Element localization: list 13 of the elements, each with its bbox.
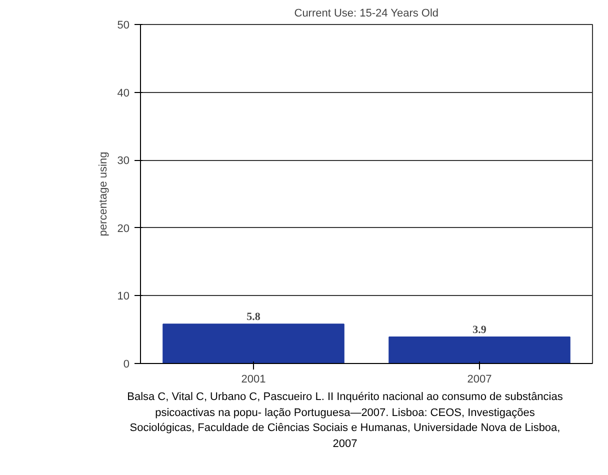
data-label: 5.8 (246, 311, 261, 324)
data-label: 3.9 (472, 324, 487, 336)
x-tick-label: 2001 (241, 374, 266, 386)
y-tick-label: 0 (123, 358, 130, 370)
y-tick-label: 40 (117, 87, 130, 100)
text: Balsa C, Vital C, Urbano C, Pascueiro L. II Inquérito nacional ao consumo de substâncias psicoactivas na popu- lação Portuguesa—2007. Lisboa: CEOS, Investigações Sociológicas, Faculdade de Ciências Sociais e Humanas, Universidade Nova de Lisboa, 2007 (126, 390, 564, 452)
chart-title: Current Use: 15-24 Years Old (294, 8, 439, 20)
y-tick-label: 30 (117, 155, 130, 168)
y-axis-title: percentage using (97, 152, 110, 236)
y-tick-label: 10 (117, 290, 130, 303)
y-tick-label: 20 (117, 222, 130, 235)
y-tick-label: 50 (117, 20, 130, 32)
x-tick-label: 2007 (467, 374, 492, 386)
